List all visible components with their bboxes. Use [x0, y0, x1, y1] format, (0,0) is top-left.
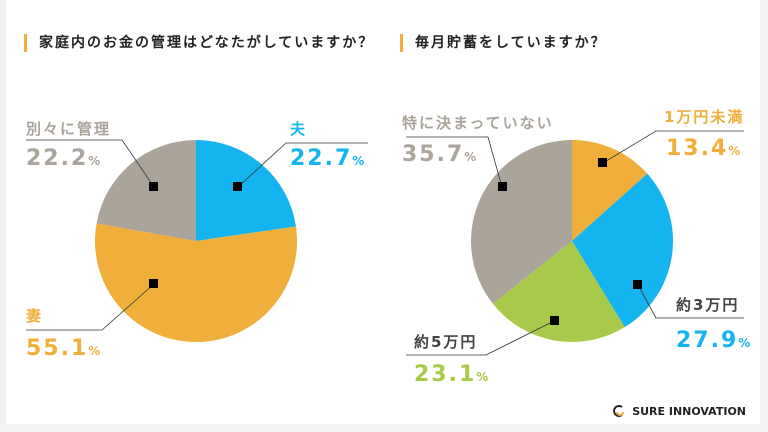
label-under-10k: 1万円未満: [664, 108, 745, 126]
value-wife: 55.1%: [26, 336, 103, 361]
pie-slice: [471, 140, 572, 304]
marker: [498, 182, 507, 191]
pie-slice: [196, 140, 296, 241]
marker: [598, 158, 607, 167]
value-undecided: 35.7%: [402, 142, 479, 167]
marker: [233, 182, 242, 191]
chart-title-savings: 毎月貯蓄をしていますか？: [400, 34, 607, 52]
pie-slice: [572, 140, 648, 241]
label-wife: 妻: [26, 307, 44, 325]
leader-line: [637, 284, 744, 319]
pie-slice: [492, 241, 625, 343]
value-30k: 27.9%: [676, 328, 753, 353]
label-husband: 夫: [290, 120, 308, 138]
marker: [633, 280, 642, 289]
label-30k: 約3万円: [676, 296, 740, 314]
value-husband: 22.7%: [290, 146, 367, 171]
marker: [149, 279, 158, 288]
logo-icon: [613, 405, 625, 417]
value-50k: 23.1%: [414, 362, 491, 387]
leader-lines: [26, 130, 744, 356]
infographic-card: 家庭内のお金の管理はどなたがしていますか？ 毎月貯蓄をしていますか？ 別々に管理…: [6, 0, 760, 424]
value-separate: 22.2%: [26, 146, 103, 171]
slice-markers: [149, 158, 642, 325]
label-50k: 約5万円: [414, 333, 478, 351]
pie-household: [94, 140, 297, 343]
brand-logo: SURE INNOVATION: [612, 404, 746, 418]
pie-slice: [94, 223, 297, 343]
leader-line: [406, 136, 503, 188]
leader-line: [26, 283, 155, 331]
leader-line: [26, 139, 155, 188]
chart-title-household: 家庭内のお金の管理はどなたがしていますか？: [24, 34, 374, 52]
leader-line: [406, 320, 555, 356]
label-undecided: 特に決まっていない: [402, 114, 554, 132]
label-separate: 別々に管理: [26, 120, 112, 138]
pie-savings: [471, 140, 673, 343]
leader-line: [237, 142, 368, 188]
pie-slice: [96, 140, 196, 241]
marker: [550, 316, 559, 325]
pie-slice: [572, 173, 673, 328]
marker: [149, 182, 158, 191]
leader-line: [602, 130, 744, 164]
pie-charts: [26, 130, 744, 356]
value-under-10k: 13.4%: [666, 136, 743, 161]
